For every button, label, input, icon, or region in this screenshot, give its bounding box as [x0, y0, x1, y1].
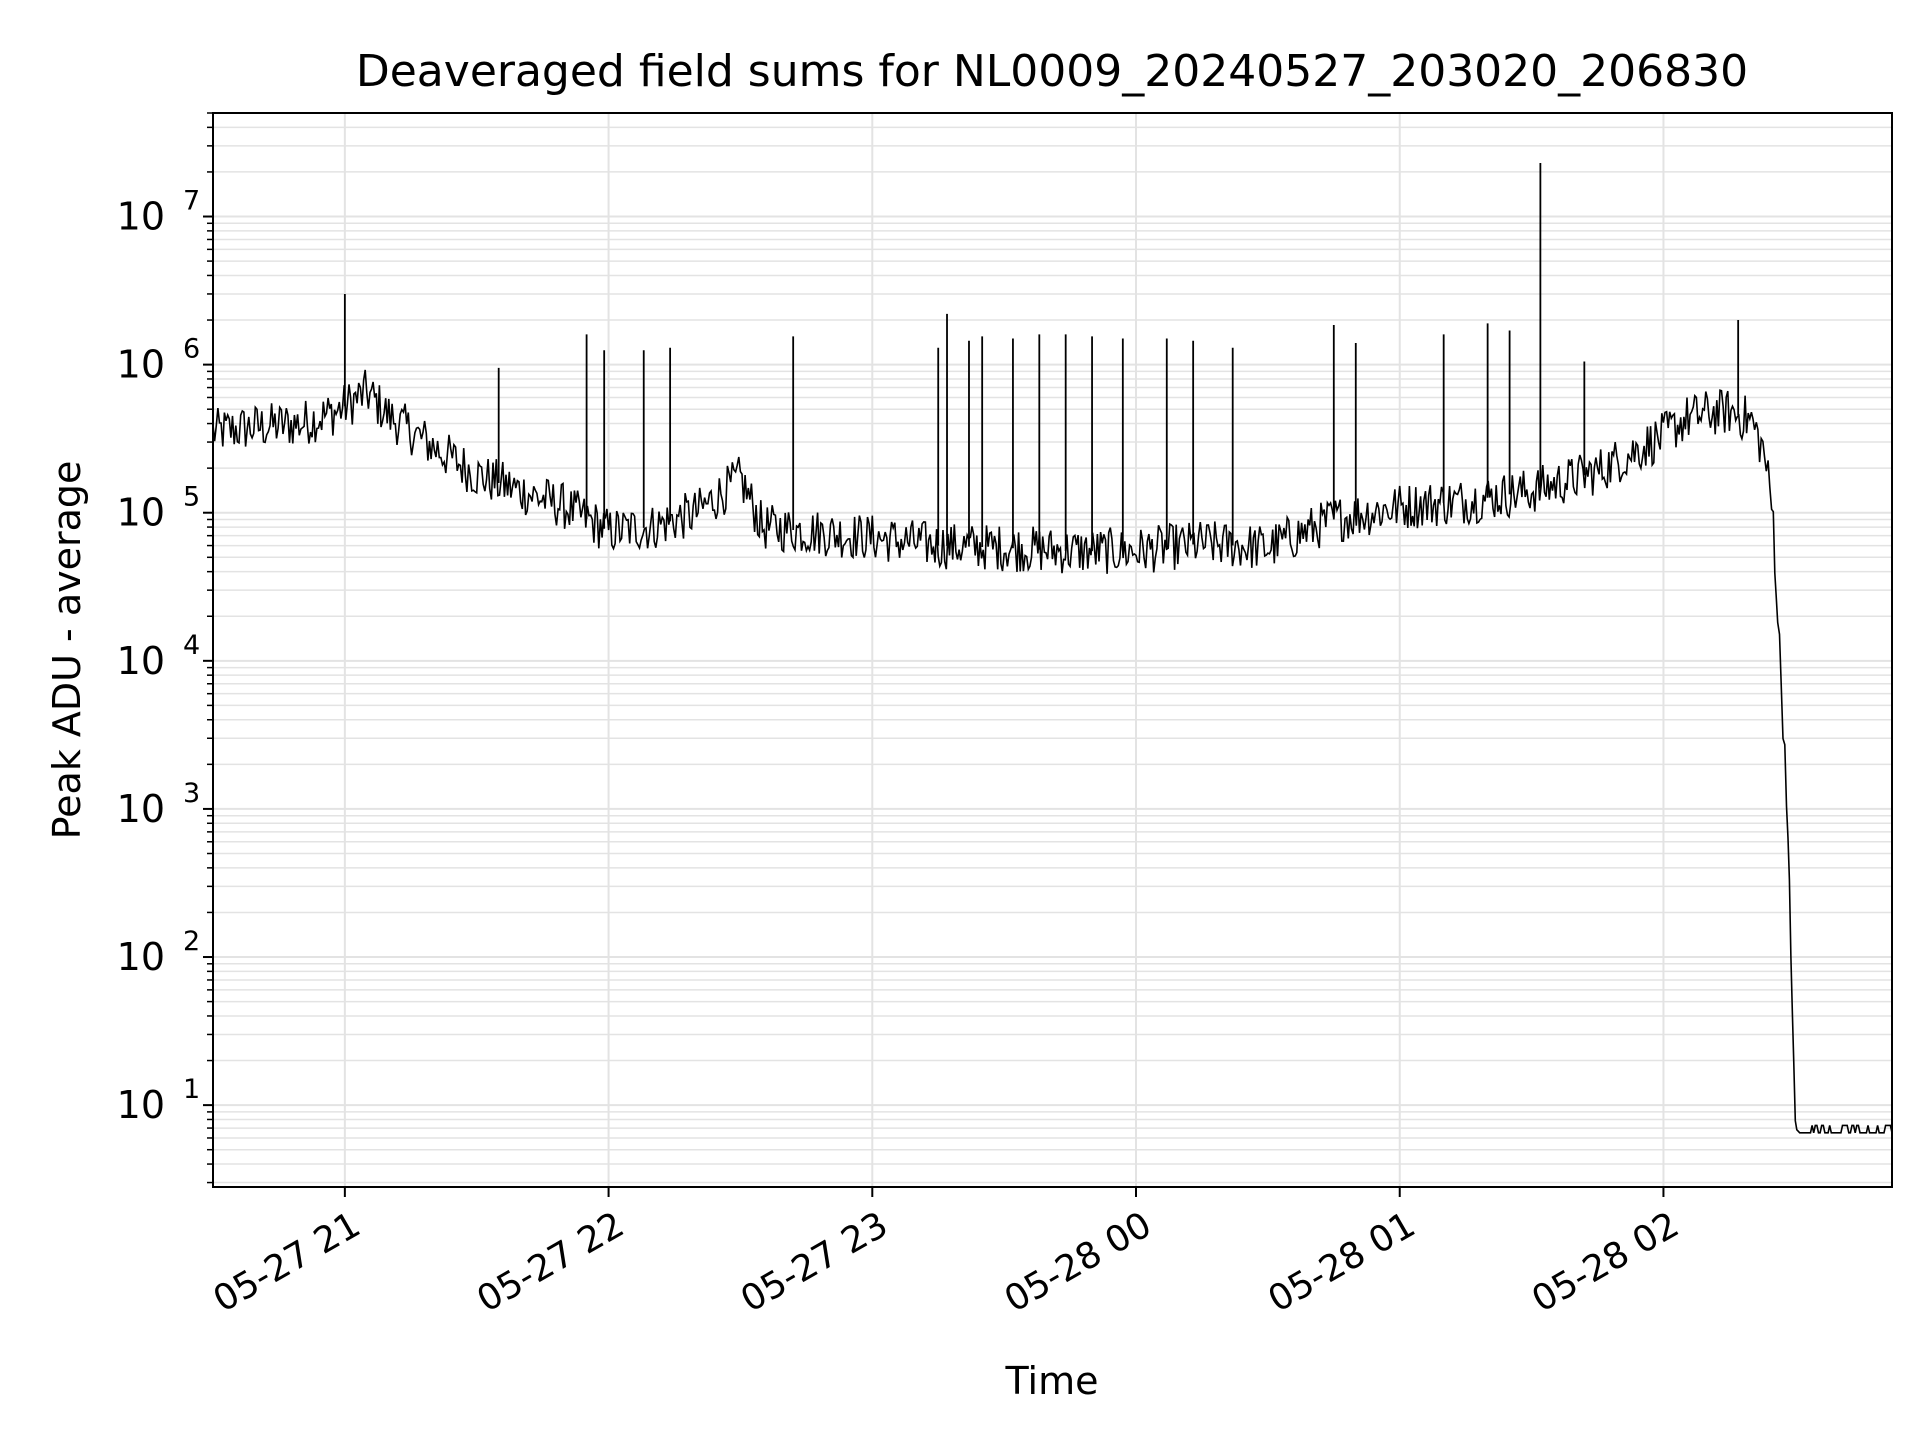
y-tick-exponent: 3 [183, 778, 200, 809]
y-tick-exponent: 1 [183, 1074, 200, 1105]
y-tick-exponent: 6 [183, 334, 200, 365]
y-tick-exponent: 5 [183, 482, 200, 513]
y-tick-exponent: 7 [183, 186, 200, 217]
series-line [212, 162, 1893, 1134]
y-tick-exponent: 2 [183, 926, 200, 957]
chart-title: Deaveraged field sums for NL0009_2024052… [356, 46, 1748, 97]
y-axis-label: Peak ADU - average [45, 461, 89, 840]
data-line [212, 369, 1893, 1134]
grid [213, 112, 1892, 1187]
plot-frame [212, 112, 1893, 1188]
y-tick-exponent: 4 [183, 630, 200, 661]
x-axis-label: Time [1005, 1359, 1099, 1403]
